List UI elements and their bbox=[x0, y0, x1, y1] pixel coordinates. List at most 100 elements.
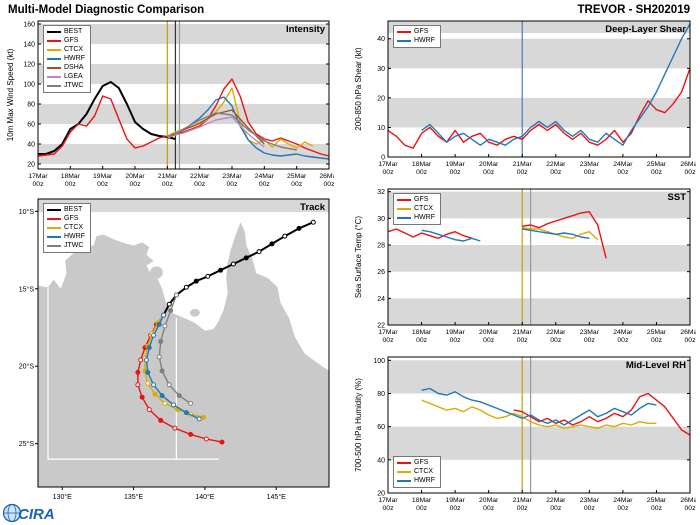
legend-swatch-hwrf bbox=[47, 236, 61, 238]
series-gfs-line bbox=[387, 68, 691, 149]
legend-swatch-gfs bbox=[47, 218, 61, 220]
track-point bbox=[188, 400, 194, 406]
lon-tick-label: 145°E bbox=[267, 493, 286, 501]
x-tick-time: 00z bbox=[383, 169, 395, 176]
y-tick-label: 100 bbox=[373, 358, 385, 365]
track-point bbox=[139, 394, 145, 400]
track-point bbox=[173, 292, 179, 298]
island bbox=[149, 266, 163, 279]
shear-panel: Deep-Layer Shear 0 10 20 30 40 17Mar 00z 18Mar 00… bbox=[352, 18, 696, 184]
y-tick-label: 60 bbox=[377, 424, 385, 431]
legend-label: BEST bbox=[64, 28, 83, 35]
rh-legend: GFS CTCX HWRF bbox=[393, 456, 441, 488]
track-panel-title: Track bbox=[300, 202, 326, 213]
y-tick-label: 40 bbox=[377, 36, 385, 43]
y-tick-label: 30 bbox=[377, 216, 385, 223]
y-tick-label: 32 bbox=[377, 189, 385, 196]
legend-swatch-ctcx bbox=[397, 208, 411, 210]
cira-logo-graphic: CIRA bbox=[2, 503, 55, 523]
track-legend: BEST GFS CTCX HWRF JTWC bbox=[43, 203, 91, 253]
storm-id: TREVOR - SH202019 bbox=[577, 4, 691, 16]
track-point bbox=[168, 307, 174, 313]
x-tick-time: 00z bbox=[97, 181, 109, 188]
x-tick-time: 00z bbox=[617, 505, 629, 512]
shading-band bbox=[388, 360, 690, 394]
y-tick-label: 28 bbox=[377, 243, 385, 250]
sst-panel-title: SST bbox=[668, 192, 687, 203]
legend-item-jtwc: JTWC bbox=[47, 242, 85, 250]
australia-landmass bbox=[38, 222, 329, 487]
track-point bbox=[171, 402, 177, 408]
cira-logo: CIRA bbox=[2, 502, 66, 524]
y-tick-label: 40 bbox=[377, 457, 385, 464]
lat-tick-label: 25°S bbox=[19, 440, 35, 448]
x-tick-date: 19Mar bbox=[445, 497, 465, 504]
x-tick-time: 00z bbox=[130, 181, 142, 188]
x-tick-date: 23Mar bbox=[222, 173, 242, 180]
track-point bbox=[152, 391, 158, 397]
track-point bbox=[230, 261, 236, 267]
x-tick-time: 00z bbox=[651, 337, 663, 344]
x-tick-time: 00z bbox=[483, 169, 495, 176]
legend-label: DSHA bbox=[64, 64, 84, 71]
x-tick-date: 20Mar bbox=[479, 161, 499, 168]
track-point bbox=[138, 357, 144, 363]
x-tick-date: 22Mar bbox=[190, 173, 210, 180]
legend-item-lgea: LGEA bbox=[47, 73, 85, 81]
track-panel: Track 130°E 135°E 140°E 145°E 10°S 15°S 20°S 25°… bbox=[4, 196, 334, 514]
sst-legend: GFS CTCX HWRF bbox=[393, 193, 441, 225]
legend-item-hwrf: HWRF bbox=[397, 214, 435, 222]
x-tick-date: 19Mar bbox=[445, 161, 465, 168]
x-tick-date: 18Mar bbox=[412, 161, 432, 168]
x-tick-time: 00z bbox=[651, 169, 663, 176]
track-point bbox=[156, 354, 162, 360]
series-best-line bbox=[38, 81, 176, 155]
x-tick-time: 00z bbox=[651, 505, 663, 512]
x-tick-time: 00z bbox=[416, 169, 428, 176]
x-tick-date: 25Mar bbox=[287, 173, 307, 180]
track-point bbox=[159, 393, 165, 399]
track-point bbox=[166, 382, 172, 388]
legend-swatch-best bbox=[47, 209, 61, 211]
track-point bbox=[218, 267, 224, 273]
x-tick-time: 00z bbox=[259, 181, 271, 188]
x-tick-date: 24Mar bbox=[613, 161, 633, 168]
y-tick-label: 80 bbox=[27, 102, 35, 109]
x-tick-date: 21Mar bbox=[513, 329, 533, 336]
legend-label: CTCX bbox=[64, 224, 84, 231]
x-tick-date: 21Mar bbox=[513, 161, 533, 168]
x-tick-date: 20Mar bbox=[125, 173, 145, 180]
legend-label: JTWC bbox=[64, 82, 84, 89]
x-tick-time: 00z bbox=[383, 337, 395, 344]
track-point bbox=[176, 393, 182, 399]
legend-label: JTWC bbox=[64, 242, 84, 249]
series-ctcx-line bbox=[522, 227, 599, 241]
shading-band bbox=[38, 144, 329, 164]
shading-band bbox=[38, 104, 329, 124]
legend-item-gfs: GFS bbox=[47, 37, 85, 45]
track-point bbox=[146, 345, 152, 351]
y-tick-label: 20 bbox=[377, 95, 385, 102]
header-strip bbox=[388, 21, 690, 33]
legend-item-gfs: GFS bbox=[397, 28, 435, 36]
x-tick-date: 21Mar bbox=[513, 497, 533, 504]
legend-label: GFS bbox=[414, 459, 429, 466]
legend-item-hwrf: HWRF bbox=[47, 55, 85, 63]
x-tick-date: 24Mar bbox=[613, 329, 633, 336]
x-tick-time: 00z bbox=[550, 169, 562, 176]
legend-item-jtwc: JTWC bbox=[47, 82, 85, 90]
x-tick-time: 00z bbox=[483, 337, 495, 344]
track-point bbox=[243, 255, 249, 261]
x-tick-date: 22Mar bbox=[546, 497, 566, 504]
x-tick-date: 23Mar bbox=[580, 329, 600, 336]
x-tick-date: 24Mar bbox=[255, 173, 275, 180]
legend-swatch-gfs bbox=[47, 40, 61, 42]
series-hwrf-line bbox=[167, 96, 330, 160]
track-point bbox=[296, 225, 302, 231]
x-tick-time: 00z bbox=[162, 181, 174, 188]
track-point bbox=[196, 416, 202, 422]
legend-item-ctcx: CTCX bbox=[47, 46, 85, 54]
intensity-y-axis-label: 10m Max Wind Speed (kt) bbox=[6, 48, 15, 141]
legend-swatch-hwrf bbox=[47, 58, 61, 60]
